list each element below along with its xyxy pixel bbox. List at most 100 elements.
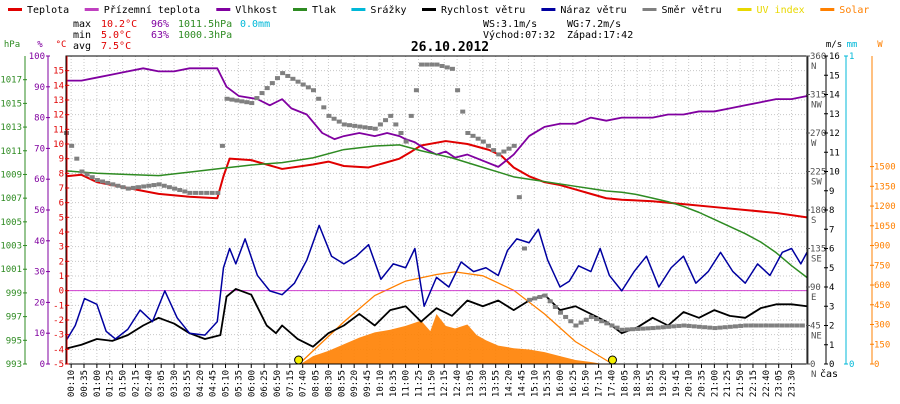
wind-direction-dash [269,81,275,86]
wind-direction-dash [578,320,584,325]
wind-direction-dash [398,131,404,135]
axis-label-temperature: 8 [59,169,64,179]
wind-direction-dash [779,323,785,328]
legend-label: Směr větru [662,4,722,16]
x-tick-label: 17:15 [595,370,605,397]
axis-label-hpa: 999 [6,289,22,299]
x-tick-label: 10:35 [389,370,399,397]
axis-title-humidity: % [37,40,43,50]
wind-direction-dash [367,126,373,131]
wind-direction-dash [229,97,235,102]
legend-swatch [84,8,99,11]
wind-direction-dash [630,327,636,332]
x-tick-label: 15:35 [543,370,553,397]
x-tick-label: 21:00 [710,370,720,397]
x-tick-label: 07:15 [286,370,296,397]
series-teplota [65,140,808,219]
wind-direction-dash [671,324,677,329]
legend-swatch [293,8,307,11]
wind-direction-dash [676,323,682,328]
wind-direction-dash [696,324,702,329]
axis-label-temperature: -2 [53,316,64,326]
wind-direction-dash [449,66,455,71]
wind-direction-dash [362,125,368,130]
series-solar-area [300,313,604,364]
wind-direction-dash [84,172,90,177]
x-tick-label: 16:25 [569,370,579,397]
x-tick-label: 06:00 [247,370,257,397]
wind-direction-dash [182,189,188,194]
stat-max-temp: 10.2°C [101,19,137,30]
axis-sublabel-direction: S [811,216,816,226]
stat-max-press: 1011.5hPa [178,19,232,30]
wind-direction-dash [635,326,641,331]
axis-label-wind-speed: 12 [829,129,840,139]
wind-direction-dash [702,325,708,330]
x-tick-label: 00:35 [80,370,90,397]
axis-label-hpa: 993 [6,360,22,370]
x-tick-label: 17:40 [607,370,617,397]
wind-direction-dash [547,299,553,304]
wind-direction-dash [645,326,651,331]
legend-label: Náraz větru [560,4,626,16]
x-tick-label: 08:05 [312,370,322,397]
axis-label-solar: 150 [874,340,890,350]
chart-title: 26.10.2012 [411,40,489,55]
x-tick-label: 13:05 [466,370,476,397]
axis-label-wind-speed: 14 [829,91,840,101]
axis-label-wind-speed: 6 [829,245,834,255]
wind-direction-dash [748,323,754,328]
legend-label: Tlak [312,5,336,16]
axis-title-temperature: °C [56,40,67,50]
wind-direction-dash [743,323,749,328]
legend-swatch [216,8,231,11]
series-tlak [65,144,808,279]
axis-label-temperature: -4 [53,345,64,355]
axis-label-temperature: 15 [53,67,64,77]
info-sunrise: Východ:07:32 [483,29,555,41]
axis-label-temperature: 0 [59,287,64,297]
x-axis-ticks: 00:10 00:35 01:00 01:25 01:50 02:15 02:40 03:05… [67,364,798,397]
wind-direction-dash [219,143,225,148]
wind-direction-dash [254,96,260,101]
axis-label-hpa: 997 [6,313,22,323]
x-tick-label: 08:30 [324,370,334,397]
axis-label-hpa: 1011 [0,147,22,157]
wind-direction-dash [614,325,620,330]
wind-direction-dash [331,116,337,121]
wind-direction-dash [738,323,744,328]
axis-label-humidity: 0 [40,360,45,370]
axis-label-temperature: 3 [59,243,64,253]
wind-direction-dash [444,65,450,70]
wind-direction-dash [609,323,615,328]
x-tick-label: 08:55 [337,370,347,397]
wind-sun-info: WS:3.1m/s WG:7.2m/s Východ:07:32 Západ:1… [483,19,633,41]
x-tick-label: 06:50 [273,370,283,397]
axis-label-wind-speed: 4 [829,283,834,293]
wind-direction-dash [506,146,512,151]
wind-direction-dash [527,297,533,302]
wind-direction-dash [74,156,80,161]
axis-title-hpa: hPa [4,40,20,50]
stat-avg-label: avg [73,41,91,52]
axis-label-wind-speed: 15 [829,71,840,81]
legend-label: Srážky [370,4,406,16]
x-tick-label: 13:55 [492,370,502,397]
wind-direction-dash [388,113,394,118]
wind-direction-dash [403,139,409,144]
wind-direction-dash [224,96,230,101]
axis-label-temperature: 9 [59,155,64,165]
x-tick-label: 04:20 [196,370,206,397]
wind-direction-dash [491,148,497,153]
axis-label-wind-speed: 1 [829,341,834,351]
wind-direction-dash [120,185,126,190]
wind-direction-dash [439,63,445,68]
x-tick-label: 09:20 [350,370,360,397]
wind-direction-dash [465,131,471,135]
wind-direction-dash [357,124,363,129]
x-tick-label: 01:25 [106,370,116,397]
wind-direction-dash [177,188,183,193]
axis-label-hpa: 995 [6,336,22,346]
grid [66,56,807,365]
